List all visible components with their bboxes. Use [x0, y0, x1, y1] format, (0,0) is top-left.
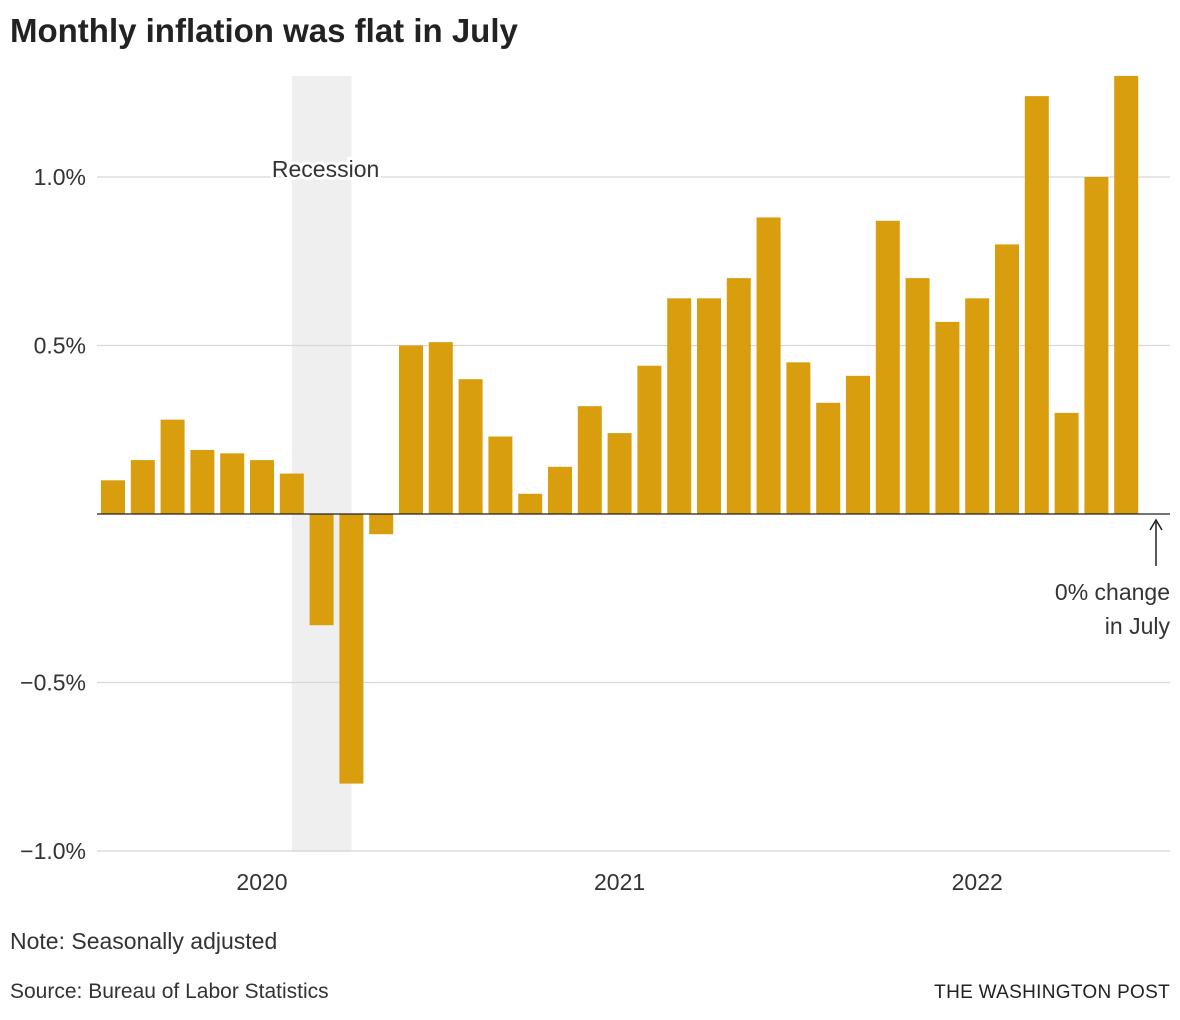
x-tick-label: 2020 [236, 869, 287, 895]
bar-2019-10 [160, 419, 185, 514]
bar-2021-02 [637, 365, 662, 514]
y-tick-label: −0.5% [20, 670, 86, 696]
bar-2019-11 [190, 449, 215, 514]
bar-2020-10 [518, 493, 543, 514]
bar-2019-09 [130, 460, 155, 514]
bar-2021-11 [905, 278, 930, 514]
bar-2022-01 [965, 298, 990, 514]
bar-2021-10 [875, 220, 900, 514]
bar-2021-06 [756, 217, 781, 514]
bar-2020-01 [250, 460, 274, 514]
publisher-credit: THE WASHINGTON POST [934, 982, 1170, 1003]
bar-2021-08 [816, 402, 841, 514]
bar-2022-02 [995, 244, 1019, 514]
bar-2022-06 [1114, 75, 1139, 515]
arrow-head-icon [1149, 518, 1163, 531]
x-tick-label: 2022 [952, 869, 1003, 895]
bar-2021-01 [607, 433, 632, 514]
bar-2020-07 [428, 342, 453, 514]
bar-2020-03 [309, 514, 334, 626]
bar-2022-04 [1054, 412, 1079, 514]
bar-2020-06 [399, 345, 423, 514]
bar-2021-09 [846, 375, 870, 514]
bar-chart: −1.0% −0.5% 0.5% 1.0% Recession 2020 2021 2022 0… [20, 75, 1171, 895]
y-tick-label: 0.5% [34, 333, 86, 359]
bar-2019-08 [101, 480, 125, 514]
bar-2022-03 [1024, 96, 1049, 515]
bar-2020-02 [279, 473, 304, 514]
y-tick-label: −1.0% [20, 838, 86, 864]
annotation-text: in July [1105, 613, 1171, 639]
annotation-text: 0% change [1055, 579, 1170, 605]
bar-2021-04 [697, 298, 721, 514]
chart-source: Source: Bureau of Labor Statistics [10, 980, 329, 1003]
bar-2019-12 [220, 453, 245, 514]
bar-2020-12 [577, 406, 602, 514]
bar-2020-09 [488, 436, 513, 514]
bar-2020-04 [339, 514, 364, 784]
recession-label: Recession [272, 156, 379, 182]
bar-2021-12 [935, 321, 960, 514]
bar-2020-11 [548, 466, 572, 514]
bar-2020-08 [458, 379, 483, 514]
bar-2021-03 [667, 298, 692, 514]
bar-2020-05 [369, 514, 394, 535]
x-tick-label: 2021 [594, 869, 645, 895]
bar-2021-05 [726, 278, 751, 514]
y-tick-label: 1.0% [34, 164, 86, 190]
chart-title: Monthly inflation was flat in July [10, 12, 518, 49]
bar-2021-07 [786, 362, 811, 514]
chart-note: Note: Seasonally adjusted [10, 928, 278, 954]
bar-2022-05 [1084, 177, 1109, 514]
